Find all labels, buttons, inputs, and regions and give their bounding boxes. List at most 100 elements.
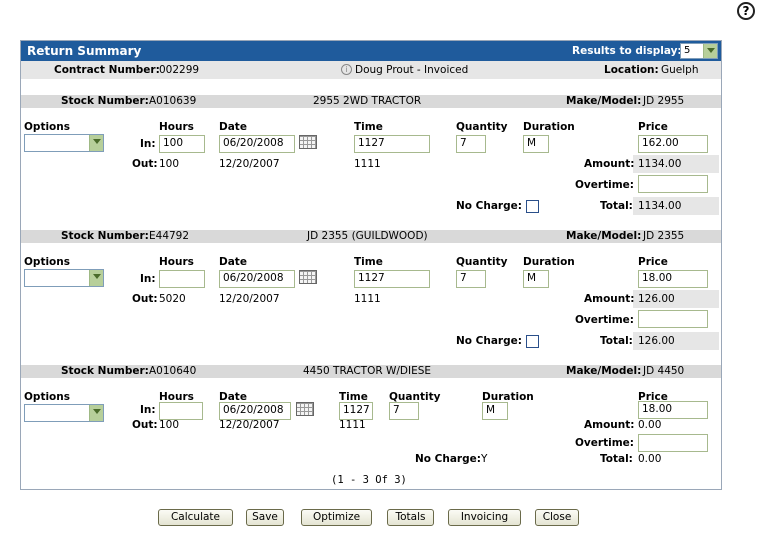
options-select-3[interactable]: [24, 404, 104, 422]
hours-in-input-3[interactable]: [159, 402, 203, 420]
hours-in-input-2[interactable]: [159, 270, 205, 288]
time-in-input-1[interactable]: 1127: [354, 135, 430, 153]
save-button[interactable]: Save: [246, 509, 284, 526]
options-label: Options: [24, 121, 70, 133]
overtime-label: Overtime:: [575, 437, 634, 449]
date-in-input-3[interactable]: 06/20/2008: [219, 402, 291, 420]
quantity-label: Quantity: [456, 121, 508, 133]
out-label: Out:: [132, 158, 158, 170]
price-input-2[interactable]: 18.00: [638, 270, 708, 288]
options-select-2[interactable]: [24, 269, 104, 287]
stock-number-label: Stock Number:: [61, 95, 149, 107]
quantity-value: 7: [460, 272, 467, 284]
quantity-input-3[interactable]: 7: [389, 402, 419, 420]
contract-number-label: Contract Number:: [54, 64, 160, 76]
quantity-input-2[interactable]: 7: [456, 270, 486, 288]
overtime-input-2[interactable]: [638, 310, 708, 328]
date-label: Date: [219, 121, 247, 133]
no-charge-checkbox-2[interactable]: [526, 335, 539, 348]
date-in-value: 06/20/2008: [223, 272, 284, 284]
contract-info-bar: Contract Number: 002299 i Doug Prout - In…: [21, 61, 721, 79]
in-label: In:: [140, 404, 156, 416]
duration-value: M: [527, 137, 537, 149]
price-input-1[interactable]: 162.00: [638, 135, 708, 153]
hours-in-value: 100: [163, 137, 184, 149]
quantity-value: 7: [460, 137, 467, 149]
no-charge-label: No Charge:: [456, 335, 522, 347]
price-label: Price: [638, 121, 668, 133]
time-in-input-3[interactable]: 1127: [339, 402, 373, 420]
options-label: Options: [24, 256, 70, 268]
price-value: 18.00: [642, 272, 673, 284]
overtime-input-3[interactable]: [638, 434, 708, 452]
make-model: JD 2355: [643, 230, 685, 242]
totals-button[interactable]: Totals: [387, 509, 434, 526]
hours-label: Hours: [159, 391, 194, 403]
item-description: 2955 2WD TRACTOR: [313, 95, 422, 107]
stock-number: A010639: [149, 95, 197, 107]
quantity-input-1[interactable]: 7: [456, 135, 486, 153]
hours-label: Hours: [159, 121, 194, 133]
time-label: Time: [354, 256, 383, 268]
hours-out: 5020: [159, 293, 186, 305]
in-label: In:: [140, 273, 156, 285]
close-button[interactable]: Close: [535, 509, 579, 526]
time-out: 1111: [354, 293, 381, 305]
calendar-icon[interactable]: [299, 135, 317, 149]
calendar-icon[interactable]: [299, 270, 317, 284]
time-in-input-2[interactable]: 1127: [354, 270, 430, 288]
calculate-button[interactable]: Calculate: [158, 509, 233, 526]
options-select-1[interactable]: [24, 134, 104, 152]
duration-label: Duration: [523, 256, 575, 268]
time-out: 1111: [354, 158, 381, 170]
date-in-input-1[interactable]: 06/20/2008: [219, 135, 295, 153]
customer-info: i Doug Prout - Invoiced: [341, 64, 468, 76]
results-to-display-label: Results to display:: [572, 45, 682, 57]
location-label: Location:: [604, 64, 659, 76]
price-value: 18.00: [642, 403, 673, 415]
time-in-value: 1127: [343, 404, 370, 416]
amount-label: Amount:: [584, 158, 635, 170]
total-value: 0.00: [638, 453, 662, 465]
pagination-text: (1 - 3 Of 3): [331, 474, 407, 486]
amount-box-2: [633, 290, 719, 308]
hours-in-input-1[interactable]: 100: [159, 135, 205, 153]
chevron-down-icon: [703, 44, 717, 58]
time-label: Time: [339, 391, 368, 403]
stock-number: A010640: [149, 365, 197, 377]
options-label: Options: [24, 391, 70, 403]
date-in-input-2[interactable]: 06/20/2008: [219, 270, 295, 288]
duration-value: M: [486, 404, 496, 416]
no-charge-label: No Charge:: [456, 200, 522, 212]
contract-number: 002299: [159, 64, 200, 76]
total-label: Total:: [600, 335, 633, 347]
no-charge-checkbox-1[interactable]: [526, 200, 539, 213]
price-input-3[interactable]: 18.00: [638, 401, 708, 419]
duration-input-1[interactable]: M: [523, 135, 549, 153]
overtime-label: Overtime:: [575, 314, 634, 326]
invoicing-button[interactable]: Invoicing: [448, 509, 521, 526]
quantity-label: Quantity: [456, 256, 508, 268]
total-box-2: [633, 332, 719, 350]
price-label: Price: [638, 391, 668, 403]
price-label: Price: [638, 256, 668, 268]
location-value: Guelph: [661, 64, 699, 76]
duration-input-2[interactable]: M: [523, 270, 549, 288]
duration-label: Duration: [523, 121, 575, 133]
panel-title: Return Summary: [27, 44, 142, 58]
stock-bar-3: Stock Number: A010640 4450 TRACTOR W/DIE…: [21, 365, 721, 378]
calendar-icon[interactable]: [296, 402, 314, 416]
info-icon: i: [341, 64, 352, 75]
duration-input-3[interactable]: M: [482, 402, 508, 420]
amount-value: 1134.00: [638, 158, 682, 170]
optimize-button[interactable]: Optimize: [301, 509, 372, 526]
overtime-input-1[interactable]: [638, 175, 708, 193]
help-icon[interactable]: ?: [737, 2, 755, 20]
date-out: 12/20/2007: [219, 293, 280, 305]
in-label: In:: [140, 138, 156, 150]
chevron-down-icon: [89, 135, 103, 151]
results-to-display-select[interactable]: 5: [680, 43, 718, 59]
no-charge-value: Y: [481, 453, 488, 465]
date-label: Date: [219, 391, 247, 403]
results-to-display-value: 5: [684, 45, 691, 56]
